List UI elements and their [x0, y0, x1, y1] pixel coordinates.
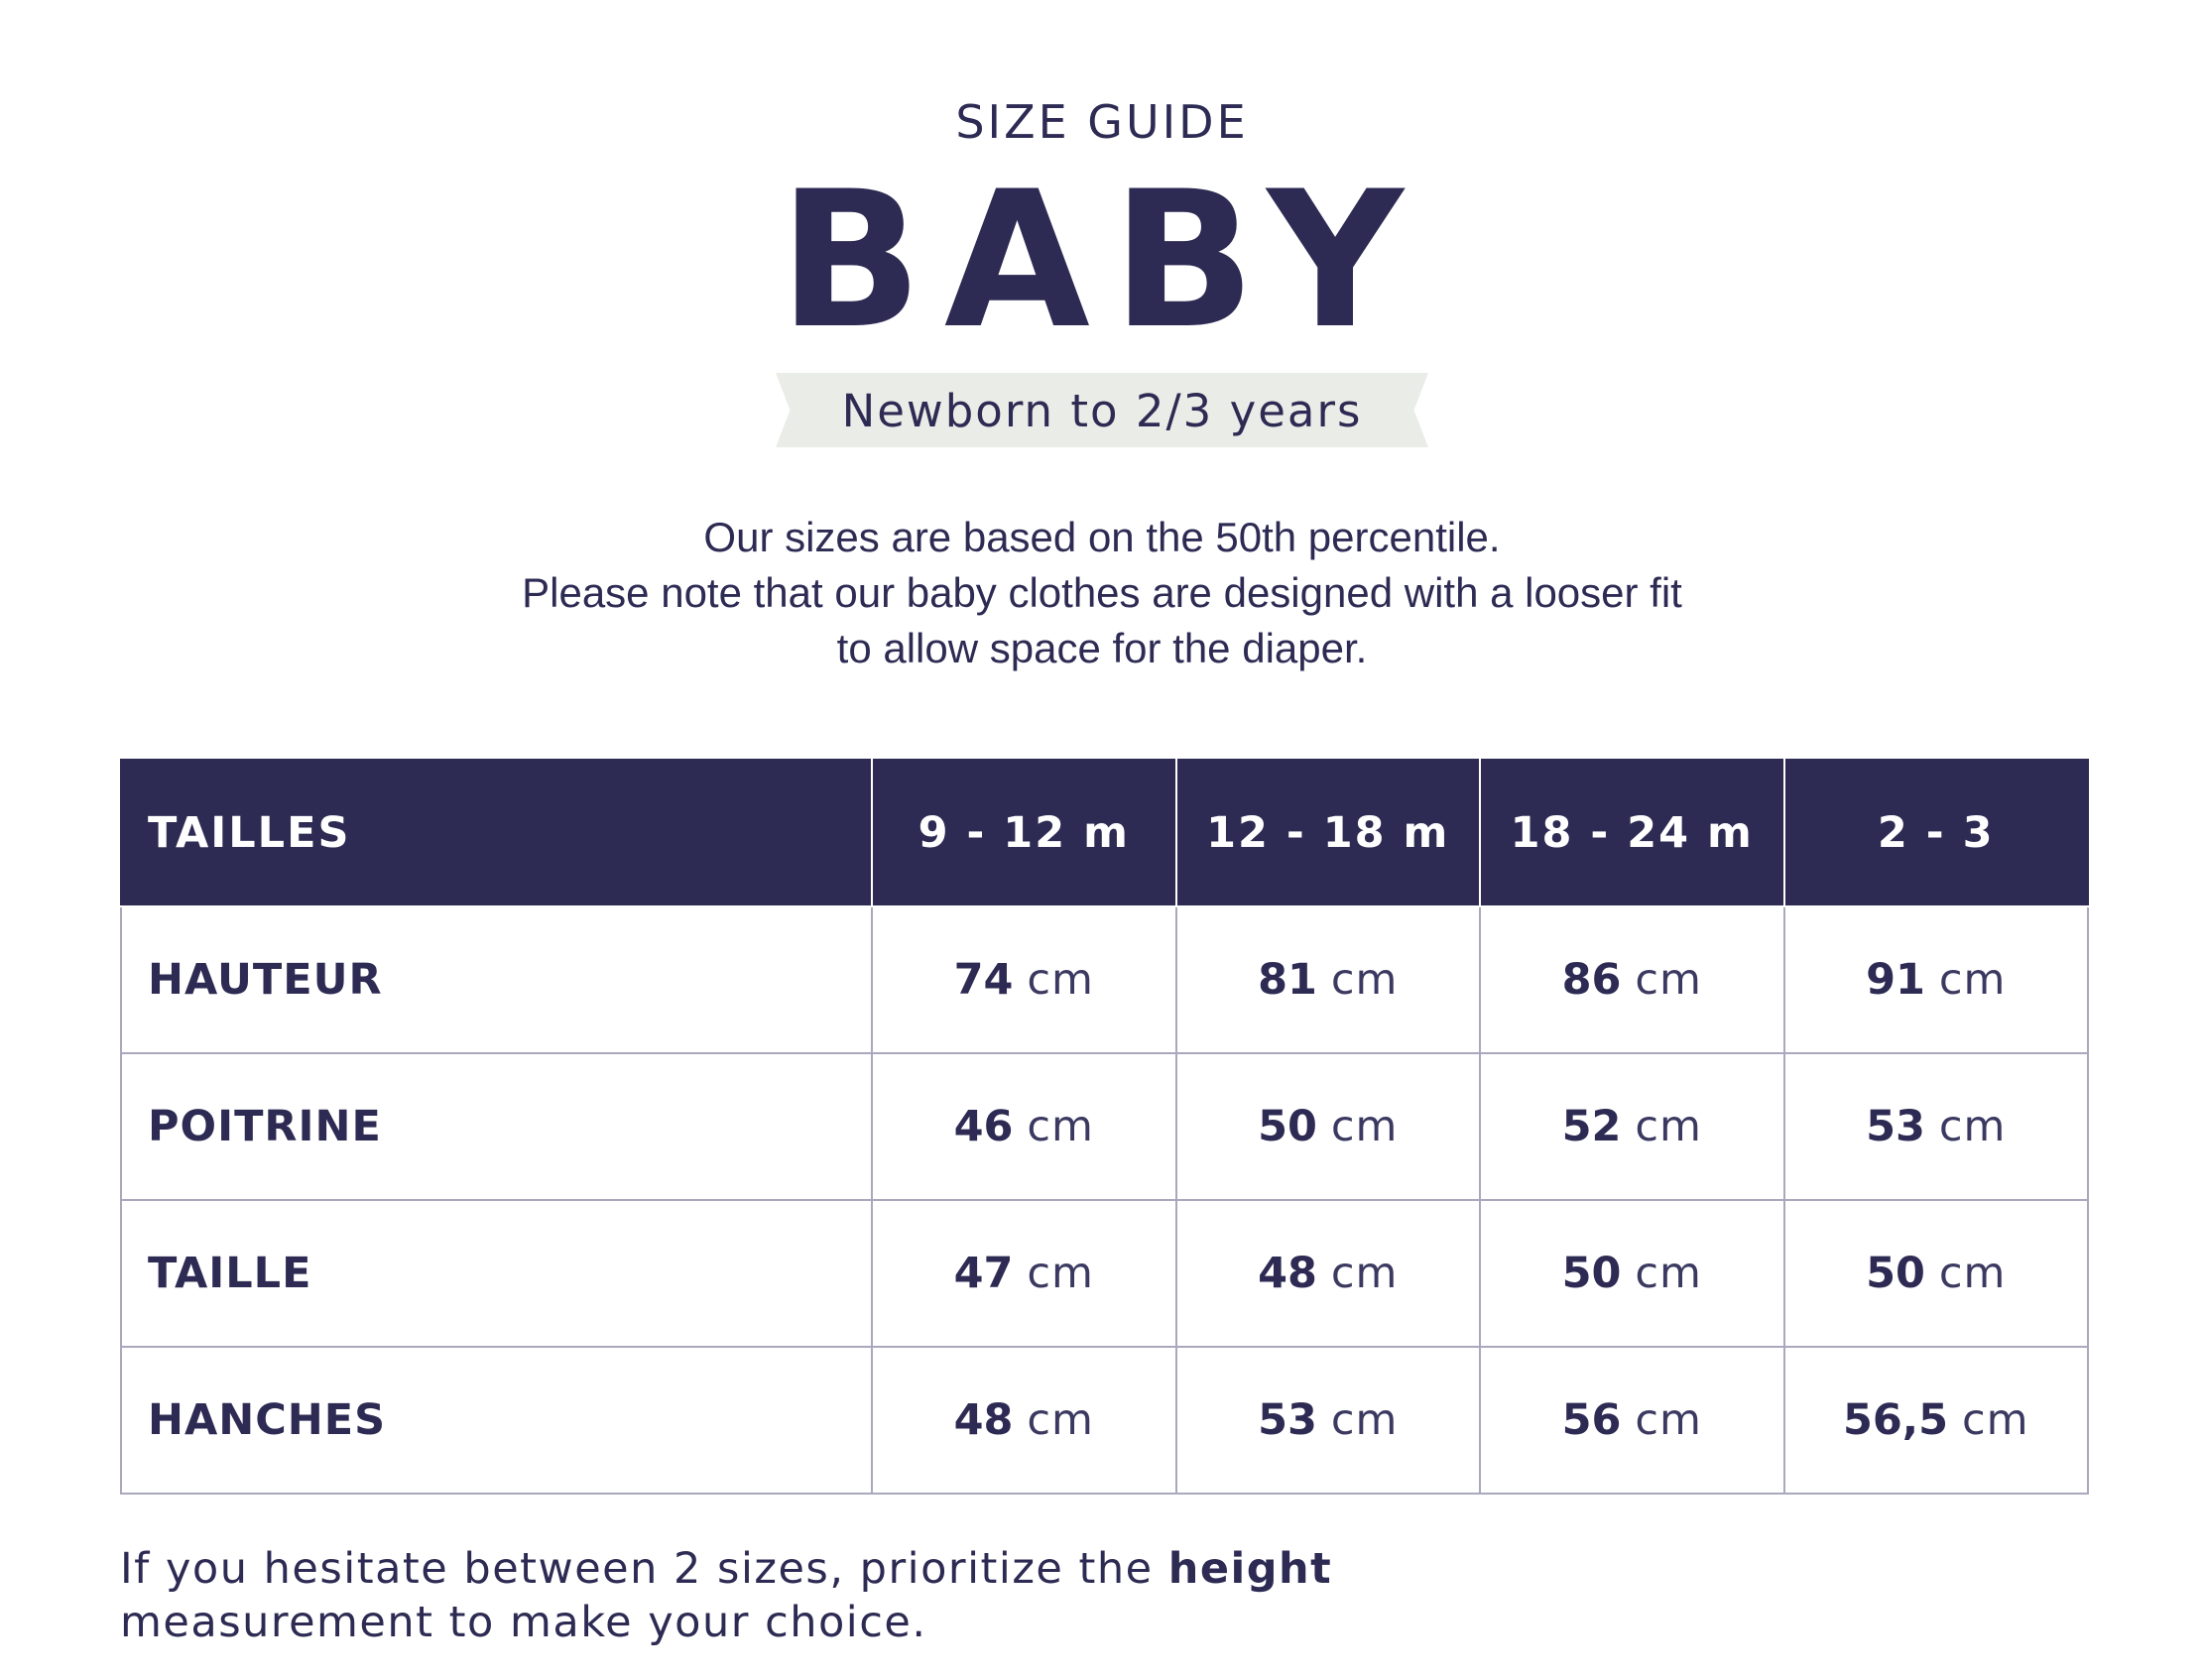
measurement-value: 56: [1561, 1395, 1622, 1445]
measurement-unit: cm: [1938, 955, 2007, 1005]
footnote-line-2: measurement to make your choice.: [120, 1598, 927, 1647]
measurement-cell: 47 cm: [871, 1199, 1177, 1348]
measurement-unit: cm: [1938, 1102, 2007, 1151]
measurement-unit: cm: [1635, 1102, 1702, 1151]
measurement-cell: 50 cm: [1782, 1199, 2089, 1348]
measurement-unit: cm: [1027, 955, 1094, 1005]
measurement-unit: cm: [1938, 1249, 2007, 1298]
measurement-cell: 48 cm: [1174, 1199, 1481, 1348]
measurement-cell: 46 cm: [871, 1052, 1177, 1201]
measurement-cell: 53 cm: [1174, 1346, 1481, 1495]
measurement-value: 50: [1561, 1249, 1622, 1298]
table-row: POITRINE 46 cm 50 cm 52 cm 53 cm: [120, 1052, 2089, 1201]
footnote-line-1: If you hesitate between 2 sizes, priorit…: [120, 1542, 1332, 1596]
measurement-unit: cm: [1635, 955, 1702, 1005]
measurement-cell: 50 cm: [1479, 1199, 1785, 1348]
table-header-row: TAILLES 9 - 12 m 12 - 18 m 18 - 24 m 2 -…: [120, 759, 2089, 907]
intro-line: Please note that our baby clothes are de…: [522, 569, 1682, 616]
measurement-value: 46: [953, 1102, 1014, 1151]
measurement-value: 91: [1866, 955, 1925, 1005]
measurement-value: 53: [1258, 1395, 1317, 1445]
table-row: HANCHES 48 cm 53 cm 56 cm 56,5 cm: [120, 1346, 2089, 1495]
size-table: TAILLES 9 - 12 m 12 - 18 m 18 - 24 m 2 -…: [120, 759, 2089, 1495]
measurement-unit: cm: [1027, 1102, 1094, 1151]
measurement-unit: cm: [1330, 1395, 1399, 1445]
table-row: TAILLE 47 cm 48 cm 50 cm 50 cm: [120, 1199, 2089, 1348]
measurement-unit: cm: [1330, 1102, 1399, 1151]
footnote-text: If you hesitate between 2 sizes, priorit…: [120, 1544, 1168, 1594]
measurement-unit: cm: [1027, 1249, 1094, 1298]
measurement-value: 53: [1866, 1102, 1925, 1151]
measurement-value: 74: [953, 955, 1014, 1005]
measurement-value: 47: [953, 1249, 1014, 1298]
column-header: 2 - 3: [1782, 759, 2089, 907]
measurement-value: 81: [1258, 955, 1317, 1005]
measurement-unit: cm: [1330, 1249, 1399, 1298]
intro-line: Our sizes are based on the 50th percenti…: [703, 514, 1501, 560]
measurement-value: 52: [1561, 1102, 1622, 1151]
measurement-value: 48: [1258, 1249, 1317, 1298]
measurement-unit: cm: [1635, 1395, 1702, 1445]
measurement-cell: 74 cm: [871, 905, 1177, 1054]
measurement-unit: cm: [1635, 1249, 1702, 1298]
footnote-emphasis: height: [1167, 1544, 1333, 1594]
measurement-value: 86: [1561, 955, 1622, 1005]
column-header: 18 - 24 m: [1479, 759, 1785, 907]
measurement-cell: 86 cm: [1479, 905, 1785, 1054]
measurement-value: 50: [1258, 1102, 1317, 1151]
intro-line: to allow space for the diaper.: [836, 625, 1368, 671]
age-range-ribbon: Newborn to 2/3 years: [776, 373, 1428, 447]
row-label: POITRINE: [120, 1052, 873, 1201]
measurement-cell: 52 cm: [1479, 1052, 1785, 1201]
measurement-value: 56,5: [1842, 1395, 1949, 1445]
age-range-text: Newborn to 2/3 years: [841, 385, 1363, 437]
measurement-cell: 56 cm: [1479, 1346, 1785, 1495]
row-label: HAUTEUR: [120, 905, 873, 1054]
measurement-unit: cm: [1962, 1395, 2029, 1445]
measurement-cell: 48 cm: [871, 1346, 1177, 1495]
column-header: 9 - 12 m: [871, 759, 1177, 907]
measurement-cell: 53 cm: [1782, 1052, 2089, 1201]
measurement-unit: cm: [1330, 955, 1399, 1005]
measurement-cell: 91 cm: [1782, 905, 2089, 1054]
row-label: HANCHES: [120, 1346, 873, 1495]
table-corner-label: TAILLES: [120, 759, 873, 907]
measurement-cell: 81 cm: [1174, 905, 1481, 1054]
measurement-unit: cm: [1027, 1395, 1094, 1445]
measurement-cell: 50 cm: [1174, 1052, 1481, 1201]
size-guide-label: SIZE GUIDE: [955, 95, 1249, 149]
row-label: TAILLE: [120, 1199, 873, 1348]
measurement-cell: 56,5 cm: [1782, 1346, 2089, 1495]
page-title: BABY: [779, 151, 1425, 370]
intro-text: Our sizes are based on the 50th percenti…: [0, 510, 2204, 676]
measurement-value: 48: [953, 1395, 1014, 1445]
footnote: If you hesitate between 2 sizes, priorit…: [120, 1542, 1332, 1649]
measurement-value: 50: [1866, 1249, 1925, 1298]
column-header: 12 - 18 m: [1174, 759, 1481, 907]
table-row: HAUTEUR 74 cm 81 cm 86 cm 91 cm: [120, 905, 2089, 1054]
